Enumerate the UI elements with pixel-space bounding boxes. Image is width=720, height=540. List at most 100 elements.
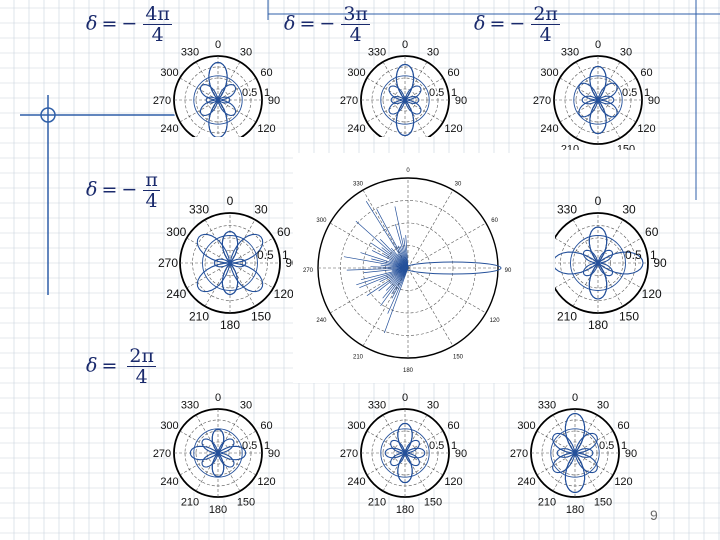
angle-tick-label: 0 xyxy=(595,194,602,208)
angle-tick-label: 60 xyxy=(447,67,459,79)
angle-tick-label: 120 xyxy=(444,123,462,135)
angle-tick-label: 60 xyxy=(447,420,459,432)
angle-tick-label: 240 xyxy=(160,123,178,135)
angle-tick-label: 300 xyxy=(534,225,554,239)
angle-tick-label: 210 xyxy=(189,310,209,324)
angle-tick-label: 210 xyxy=(368,497,386,509)
angle-tick-label: 240 xyxy=(160,476,178,488)
angle-tick-label: 300 xyxy=(347,420,365,432)
angle-tick-label: 330 xyxy=(353,181,364,187)
angle-tick-label: 270 xyxy=(158,256,178,270)
polar-chart-6: 03060901201501802102402703003300.5 1 xyxy=(153,392,280,516)
angle-tick-label: 150 xyxy=(594,497,612,509)
angle-tick-label: 30 xyxy=(427,47,439,59)
angle-tick-label: 30 xyxy=(620,47,632,59)
radius-tick-label: 0.5 xyxy=(429,87,444,99)
angle-tick-label: 120 xyxy=(274,287,294,301)
delta-label-3: δ = − 2π 4 xyxy=(474,4,560,45)
angle-tick-label: 30 xyxy=(254,202,268,216)
angle-tick-label: 180 xyxy=(588,318,608,332)
angle-tick-label: 240 xyxy=(534,287,554,301)
angle-tick-label: 300 xyxy=(160,67,178,79)
angle-tick-label: 30 xyxy=(240,47,252,59)
angle-tick-label: 30 xyxy=(455,181,462,187)
angle-tick-label: 330 xyxy=(368,47,386,59)
angle-tick-label: 210 xyxy=(538,497,556,509)
angle-tick-label: 300 xyxy=(517,420,535,432)
angle-tick-label: 0 xyxy=(227,194,234,208)
angle-tick-label: 330 xyxy=(538,400,556,412)
angle-tick-label: 120 xyxy=(637,123,655,135)
polar-plot-area: 03060901201501802102402703003300.51 xyxy=(510,392,637,516)
angle-tick-label: 270 xyxy=(510,448,528,460)
radius-tick-label: 0.5 xyxy=(625,248,642,262)
angle-tick-label: 60 xyxy=(640,67,652,79)
angle-tick-label: 150 xyxy=(424,497,442,509)
polar-chart-5: 03060901201501802102402703003300.5 1 xyxy=(526,194,667,332)
angle-tick-label: 270 xyxy=(340,95,358,107)
angle-tick-label: 30 xyxy=(427,400,439,412)
radius-tick-label: 0.5 xyxy=(599,440,614,452)
angle-tick-label: 330 xyxy=(557,202,577,216)
angle-tick-label: 270 xyxy=(340,448,358,460)
delta-label-1: δ = − 4π 4 xyxy=(86,4,172,45)
angle-tick-label: 210 xyxy=(557,310,577,324)
angle-tick-label: 120 xyxy=(490,318,501,324)
angle-tick-label: 210 xyxy=(181,144,199,156)
polar-chart-2: 03060901201501802102402703003300.51 xyxy=(340,39,467,163)
page-number: 9 xyxy=(650,507,658,523)
radius-tick-label: 0.5 xyxy=(429,440,444,452)
angle-tick-label: 240 xyxy=(347,476,365,488)
radius-tick-label: 1 xyxy=(264,87,270,99)
angle-tick-label: 330 xyxy=(181,400,199,412)
angle-tick-label: 150 xyxy=(617,144,635,156)
radius-tick-label: 1 xyxy=(282,248,289,262)
angle-tick-label: 150 xyxy=(453,355,464,361)
polar-plot-area: 03060901201501802102402703003300.51 xyxy=(340,392,467,516)
angle-tick-label: 180 xyxy=(220,318,240,332)
delta-label-5: δ = 2π 4 xyxy=(86,346,156,387)
polar-chart-8: 0 30 60 90 120150 180 210240 270 300330 0.5 1 xyxy=(510,392,637,516)
angle-tick-label: 120 xyxy=(444,476,462,488)
angle-tick-label: 60 xyxy=(260,67,272,79)
polar-chart-1: 03060901201501802102402703003300.5 1 xyxy=(153,39,280,163)
angle-tick-label: 150 xyxy=(237,497,255,509)
angle-tick-label: 30 xyxy=(622,202,636,216)
angle-tick-label: 270 xyxy=(153,448,171,460)
angle-tick-label: 180 xyxy=(566,504,584,516)
polar-plot-area: 03060901201501802102402703003300.51 xyxy=(158,194,299,332)
angle-tick-label: 300 xyxy=(316,218,327,224)
angle-tick-label: 240 xyxy=(316,318,327,324)
angle-tick-label: 150 xyxy=(619,310,639,324)
angle-tick-label: 0 xyxy=(402,39,408,51)
radius-tick-label: 1 xyxy=(264,440,270,452)
angle-tick-label: 240 xyxy=(517,476,535,488)
delta-label-4: δ = − π4 xyxy=(86,170,160,211)
angle-tick-label: 60 xyxy=(277,225,291,239)
angle-tick-label: 270 xyxy=(533,95,551,107)
angle-tick-label: 0 xyxy=(595,39,601,51)
angle-tick-label: 300 xyxy=(347,67,365,79)
angle-tick-label: 0 xyxy=(572,392,578,404)
angle-tick-label: 60 xyxy=(617,420,629,432)
radius-tick-label: 0.5 xyxy=(622,87,637,99)
radius-tick-label: 1 xyxy=(650,248,657,262)
angle-tick-label: 120 xyxy=(257,476,275,488)
polar-plot-area: 03060901201501802102402703003300.51 xyxy=(153,39,280,163)
angle-tick-label: 120 xyxy=(257,123,275,135)
angle-tick-label: 0 xyxy=(215,39,221,51)
radius-tick-label: 0.5 xyxy=(242,440,257,452)
angle-tick-label: 300 xyxy=(160,420,178,432)
angle-tick-label: 90 xyxy=(505,268,512,274)
angle-tick-label: 30 xyxy=(597,400,609,412)
angle-tick-label: 300 xyxy=(540,67,558,79)
angle-tick-label: 270 xyxy=(526,256,546,270)
radius-tick-label: 1 xyxy=(644,87,650,99)
angle-tick-label: 0 xyxy=(402,392,408,404)
angle-tick-label: 210 xyxy=(561,144,579,156)
angle-tick-label: 180 xyxy=(209,151,227,163)
angle-tick-label: 150 xyxy=(251,310,271,324)
radius-tick-label: 0.5 xyxy=(242,87,257,99)
angle-tick-label: 120 xyxy=(614,476,632,488)
